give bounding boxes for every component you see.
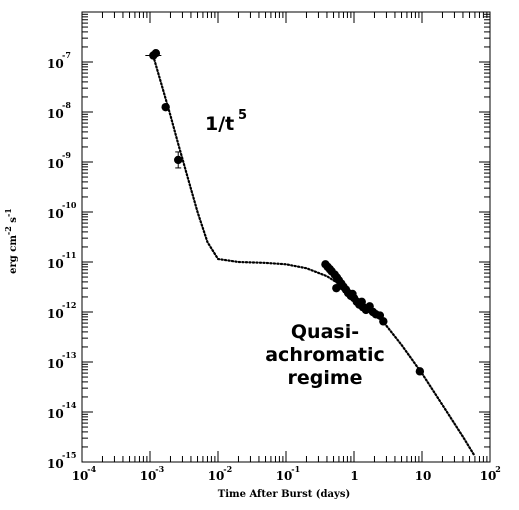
x-tick-exponent: -2 [223,464,232,474]
y-tick-label: 10 [47,457,64,471]
slope-annotation-exponent: 5 [238,108,247,123]
regime-annotation-line: Quasi- [291,321,359,343]
y-axis-title-text: erg cm-2 s-1 [3,208,19,274]
data-point [151,48,161,58]
x-tick-label: 10 [72,469,89,483]
y-tick-label: 10 [47,357,64,371]
data-point [348,289,357,299]
x-tick-label: 10 [140,469,157,483]
y-tick-exponent: -14 [62,400,77,410]
regime-annotation-line: achromatic [265,344,385,366]
data-point [357,297,366,306]
model-line [152,55,476,456]
y-tick-label: 10 [47,107,64,121]
y-tick-exponent: -13 [62,350,77,360]
y-tick-exponent: -8 [62,100,71,110]
x-tick-label: 10 [208,469,225,483]
y-tick-exponent: -11 [62,250,76,260]
x-tick-label: 10 [276,469,293,483]
x-tick-exponent: 2 [495,464,501,474]
y-tick-exponent: -9 [62,150,71,160]
y-tick-exponent: -10 [62,200,77,210]
y-tick-label: 10 [47,207,64,221]
model-curve [152,55,476,456]
x-tick-exponent: -3 [155,464,164,474]
y-tick-label: 10 [47,57,64,71]
y-axis-title: erg cm-2 s-1 [3,208,19,274]
y-tick-exponent: -7 [62,50,71,60]
y-tick-label: 10 [47,257,64,271]
axes [81,11,491,463]
data-point [161,102,170,112]
y-tick-exponent: -12 [62,300,76,310]
data-point [379,317,388,326]
data-point [332,283,341,293]
regime-annotation-line: regime [287,367,362,389]
axis-labels: 10-4 10-3 10-2 10-1 1 10 10210-710-810-910-101… [3,50,501,500]
y-tick-exponent: -15 [62,450,76,460]
y-tick-label: 10 [47,407,64,421]
y-tick-label: 10 [47,157,64,171]
x-tick-exponent: -1 [291,464,300,474]
x-tick-exponent: -4 [87,464,96,474]
data-point [415,367,425,376]
x-tick-label: 10 [415,469,432,483]
y-tick-label: 10 [47,307,64,321]
x-tick-label: 10 [480,469,497,483]
slope-annotation: 1/t [205,113,234,135]
x-axis-title: Time After Burst (days) [218,489,350,500]
x-tick-label: 1 [350,469,358,483]
data-points [145,48,425,376]
plot-frame [81,11,491,463]
